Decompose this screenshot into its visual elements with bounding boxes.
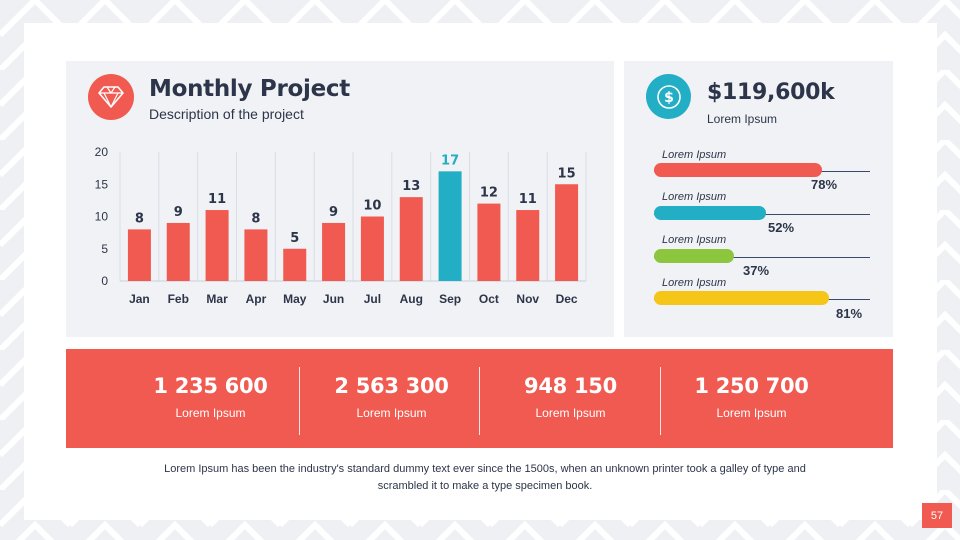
x-tick-label: Aug bbox=[400, 292, 423, 306]
progress-bar-fill bbox=[654, 291, 829, 305]
page-title: Monthly Project bbox=[149, 76, 350, 102]
bar-value-label: 12 bbox=[480, 186, 498, 201]
bar bbox=[477, 203, 501, 281]
stat-item: 1 235 600 Lorem Ipsum bbox=[120, 349, 301, 448]
x-tick-label: Oct bbox=[479, 292, 499, 306]
progress-value: 78% bbox=[811, 177, 838, 192]
bar bbox=[360, 216, 384, 281]
bar-value-label: 11 bbox=[208, 192, 226, 207]
bar-value-label: 9 bbox=[329, 205, 338, 220]
page-subtitle: Description of the project bbox=[149, 106, 304, 122]
stat-label: Lorem Ipsum bbox=[175, 406, 246, 420]
progress-label: Lorem Ipsum bbox=[662, 191, 727, 203]
bar-value-label: 17 bbox=[441, 153, 459, 168]
bar bbox=[322, 222, 346, 281]
progress-track bbox=[654, 257, 870, 258]
progress-value: 81% bbox=[836, 306, 863, 321]
bar-value-label: 9 bbox=[174, 205, 183, 220]
footer-description: Lorem Ipsum has been the industry's stan… bbox=[164, 463, 806, 492]
stat-value: 1 250 700 bbox=[694, 374, 809, 398]
progress-label: Lorem Ipsum bbox=[662, 234, 727, 246]
svg-text:$: $ bbox=[664, 90, 674, 106]
bar bbox=[205, 210, 229, 281]
progress-value: 52% bbox=[768, 220, 795, 235]
bar bbox=[399, 197, 423, 281]
stat-item: 948 150 Lorem Ipsum bbox=[480, 349, 661, 448]
diamond-icon bbox=[88, 74, 134, 120]
bar-value-label: 15 bbox=[558, 166, 576, 181]
stat-label: Lorem Ipsum bbox=[356, 406, 427, 420]
stat-value: 2 563 300 bbox=[334, 374, 449, 398]
page-number: 57 bbox=[922, 503, 952, 528]
x-tick-label: Apr bbox=[246, 292, 267, 306]
bar bbox=[127, 229, 151, 281]
progress-label: Lorem Ipsum bbox=[662, 277, 727, 289]
x-tick-label: Nov bbox=[516, 292, 539, 306]
bar bbox=[166, 222, 190, 281]
progress-bar-fill bbox=[654, 163, 822, 177]
bar-value-label: 11 bbox=[519, 192, 537, 207]
x-tick-label: Sep bbox=[439, 292, 461, 306]
y-tick-label: 10 bbox=[95, 210, 109, 224]
x-tick-label: May bbox=[283, 292, 307, 306]
monthly-project-panel bbox=[66, 61, 614, 337]
stat-label: Lorem Ipsum bbox=[716, 406, 787, 420]
y-tick-label: 5 bbox=[101, 242, 108, 256]
x-tick-label: Mar bbox=[206, 292, 228, 306]
bar bbox=[555, 184, 579, 281]
y-tick-label: 0 bbox=[101, 274, 108, 288]
x-tick-label: Jun bbox=[323, 292, 344, 306]
stat-divider bbox=[299, 367, 300, 435]
progress-bar-fill bbox=[654, 249, 734, 263]
stat-divider bbox=[660, 367, 661, 435]
bar-value-label: 10 bbox=[363, 199, 381, 214]
x-tick-label: Dec bbox=[556, 292, 578, 306]
stat-divider bbox=[479, 367, 480, 435]
stat-value: 1 235 600 bbox=[153, 374, 268, 398]
x-tick-label: Feb bbox=[168, 292, 189, 306]
monthly-bar-chart: 0 5 10 15 20 8 Jan 9 Feb 11 Mar 8 Apr 5 May 9 Jun 10 Jul 13… bbox=[95, 145, 587, 306]
stat-value: 948 150 bbox=[524, 374, 617, 398]
bar-value-label: 8 bbox=[135, 211, 144, 226]
bar-value-label: 13 bbox=[402, 179, 420, 194]
bar-value-label: 8 bbox=[251, 211, 260, 226]
x-tick-label: Jan bbox=[129, 292, 150, 306]
progress-value: 37% bbox=[743, 263, 770, 278]
progress-bar-fill bbox=[654, 206, 766, 220]
summary-label: Lorem Ipsum bbox=[707, 112, 778, 126]
bar bbox=[438, 171, 462, 281]
dollar-icon: $ bbox=[646, 74, 691, 119]
bar-value-label: 5 bbox=[290, 231, 299, 246]
stat-item: 2 563 300 Lorem Ipsum bbox=[301, 349, 482, 448]
x-tick-label: Jul bbox=[364, 292, 381, 306]
stat-item: 1 250 700 Lorem Ipsum bbox=[661, 349, 842, 448]
stats-banner: 1 235 600 Lorem Ipsum 2 563 300 Lorem Ip… bbox=[66, 349, 893, 448]
bar bbox=[516, 210, 540, 281]
y-tick-label: 15 bbox=[95, 177, 109, 191]
summary-amount: $119,600k bbox=[707, 80, 835, 105]
bar bbox=[283, 248, 307, 281]
bar bbox=[244, 229, 268, 281]
progress-label: Lorem Ipsum bbox=[662, 149, 727, 161]
y-tick-label: 20 bbox=[95, 145, 109, 159]
stat-label: Lorem Ipsum bbox=[535, 406, 606, 420]
